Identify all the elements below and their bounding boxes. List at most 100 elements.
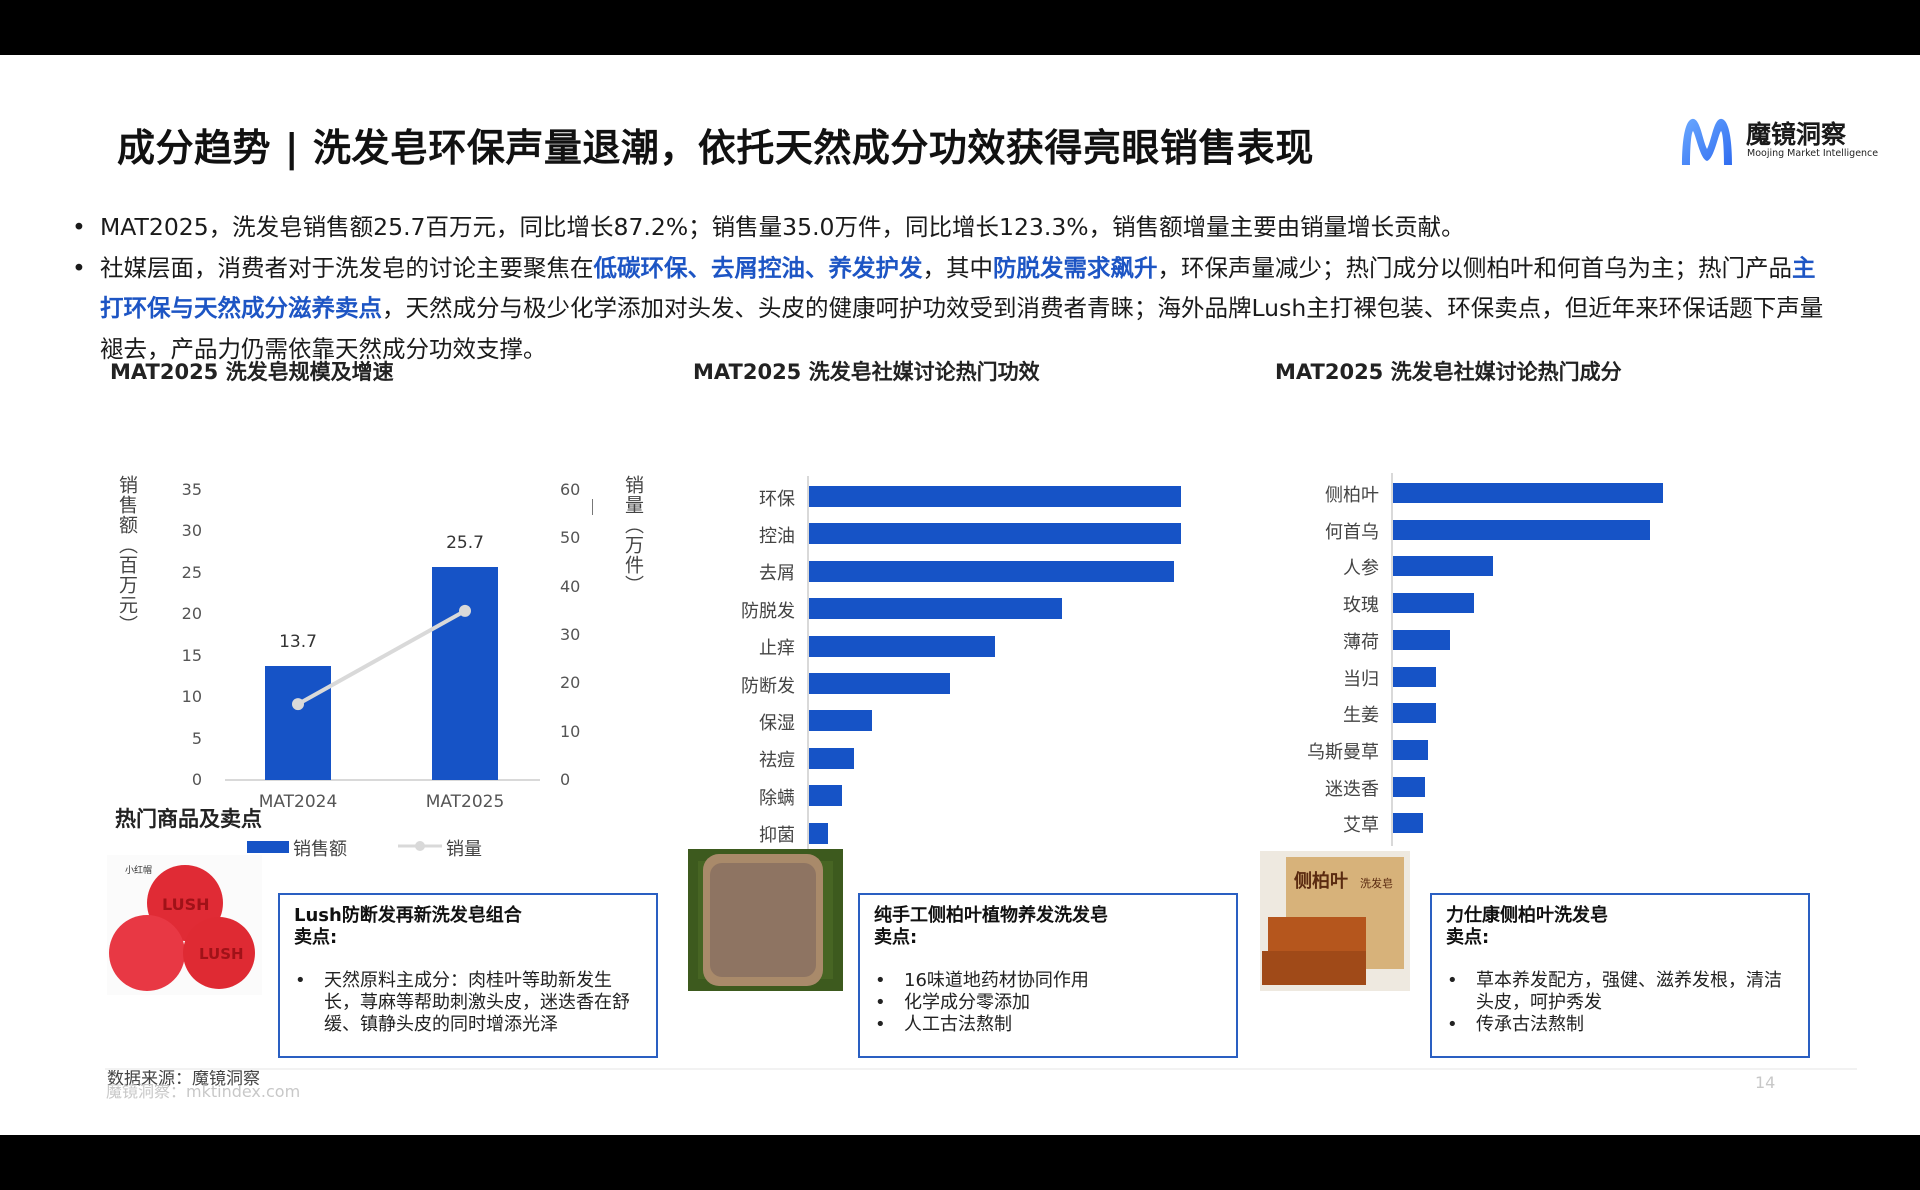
y-tick-left: 0 — [191, 770, 202, 789]
bar — [1393, 813, 1423, 834]
y-tick-right: 10 — [560, 721, 581, 741]
category-label: 薄荷 — [1343, 631, 1379, 653]
bullet-dot-icon: • — [875, 1014, 886, 1035]
bar — [809, 486, 1181, 507]
bar-sales — [265, 666, 331, 780]
chart-title-scale: MAT2025 洗发皂规模及增速 — [110, 360, 394, 384]
selling-point-text: 16味道地药材协同作用 — [904, 970, 1089, 991]
selling-point: • 16味道地药材协同作用 — [874, 970, 1222, 992]
ingredient-bar-chart: 侧柏叶 何首乌 人参 玫瑰 薄荷 当归 生姜 乌斯曼草 迷迭香 艾草 — [1280, 421, 1700, 846]
bar — [1393, 519, 1650, 540]
category-label: 生姜 — [1343, 705, 1379, 727]
category-label: 人参 — [1343, 558, 1379, 580]
category-label: 去屑 — [759, 563, 795, 585]
y-tick-right: 60 — [560, 480, 581, 499]
bar-sales — [432, 567, 498, 780]
product-card: 纯手工侧柏叶植物养发洗发皂 卖点: • 16味道地药材协同作用 • 化学成分零添加 … — [858, 893, 1238, 1058]
y-axis-line — [1391, 473, 1393, 846]
selling-point-text: 人工古法熬制 — [904, 1014, 1012, 1035]
x-category-label: MAT2024 — [258, 792, 338, 812]
selling-point: • 天然原料主成分：肉桂叶等助新发生长，荨麻等帮助刺激头皮，迷迭香在舒缓、镇静头皮… — [294, 970, 642, 1036]
svg-text:LUSH: LUSH — [162, 895, 210, 914]
category-label: 玫瑰 — [1343, 595, 1379, 617]
highlight-text: 防脱发需求飙升 — [993, 253, 1158, 282]
page-title: 成分趋势 | 洗发皂环保声量退潮，依托天然成分功效获得亮眼销售表现 — [117, 126, 1314, 170]
axis-marker — [592, 499, 593, 515]
lush-red-soap-bars-image: LUSH LUSH 小红帽 — [107, 855, 262, 995]
selling-point: • 传承古法熬制 — [1446, 1014, 1794, 1036]
footer-divider — [105, 1068, 1857, 1070]
product-selling-points-label: 卖点: — [1446, 927, 1490, 948]
selling-points-list: • 16味道地药材协同作用 • 化学成分零添加 • 人工古法熬制 — [874, 970, 1222, 1036]
product-card: Lush防断发再新洗发皂组合 卖点: • 天然原料主成分：肉桂叶等助新发生长，荨麻… — [278, 893, 658, 1058]
y-tick-right: 30 — [560, 625, 581, 644]
category-label: 当归 — [1343, 668, 1379, 690]
product-name: 力仕康侧柏叶洗发皂 — [1446, 905, 1608, 926]
bar — [809, 598, 1062, 620]
logo-en-text: Moojing Market Intelligence — [1747, 148, 1879, 159]
category-label: 抑菌 — [759, 825, 795, 847]
selling-points-list: • 草本养发配方，强健、滋养发根，清洁头皮，呵护秀发 • 传承古法熬制 — [1446, 970, 1794, 1036]
bullet-dot-icon: • — [72, 213, 86, 241]
bullet-text: 社媒层面，消费者对于洗发皂的讨论主要聚焦在 — [100, 253, 594, 282]
cebaiye-soap-box-image: 侧柏叶 洗发皂 — [1260, 851, 1415, 991]
selling-point: • 人工古法熬制 — [874, 1014, 1222, 1036]
chart-title-efficacy: MAT2025 洗发皂社媒讨论热门功效 — [693, 360, 1040, 384]
category-label: 止痒 — [759, 638, 795, 660]
handmade-brown-soap-on-grass-image — [688, 849, 843, 991]
bar — [1393, 556, 1493, 577]
efficacy-bar-chart: 环保 控油 去屑 防脱发 止痒 防断发 保湿 祛痘 除螨 抑菌 — [700, 423, 1200, 856]
bar — [1393, 703, 1437, 724]
legend-label-volume: 销量 — [446, 839, 482, 860]
summary-bullets: • MAT2025，洗发皂销售额25.7百万元，同比增长87.2%；销售量35.… — [70, 207, 1830, 369]
category-label: 防断发 — [741, 675, 795, 697]
y-tick-right: 20 — [560, 673, 581, 693]
y-axis-right-label: 销量（万件） — [622, 475, 644, 595]
bar — [1393, 483, 1663, 503]
y-tick-left: 5 — [191, 728, 202, 748]
x-category-label: MAT2025 — [425, 792, 505, 812]
product-name: Lush防断发再新洗发皂组合 — [294, 905, 522, 926]
legend-bar-swatch-icon — [247, 841, 289, 853]
y-axis-line — [807, 476, 809, 856]
category-label: 迷迭香 — [1325, 778, 1379, 800]
chart-title-ingredients: MAT2025 洗发皂社媒讨论热门成分 — [1275, 360, 1622, 384]
bar — [809, 822, 828, 844]
bar — [1393, 666, 1437, 687]
selling-point-text: 天然原料主成分：肉桂叶等助新发生长，荨麻等帮助刺激头皮，迷迭香在舒缓、镇静头皮的… — [324, 970, 630, 1035]
bullet-dot-icon: • — [875, 992, 886, 1013]
bar — [809, 747, 854, 769]
legend-line-swatch-icon — [398, 841, 442, 851]
x-axis-line — [225, 779, 540, 781]
product-selling-points-label: 卖点: — [294, 927, 338, 948]
bar — [809, 785, 843, 807]
category-label: 除螨 — [759, 787, 795, 809]
selling-point-text: 传承古法熬制 — [1476, 1014, 1584, 1035]
highlight-text: 主打环保与天然成分滋养卖点 — [100, 253, 1816, 323]
bar — [1393, 739, 1429, 760]
y-tick-right: 0 — [560, 770, 571, 789]
logo-cn-text: 魔镜洞察 — [1746, 120, 1847, 149]
selling-point-text: 草本养发配方，强健、滋养发根，清洁头皮，呵护秀发 — [1476, 970, 1782, 1013]
footer-text: 魔镜洞察：mktindex.com — [106, 1082, 301, 1101]
category-label: 保湿 — [759, 712, 795, 734]
scale-growth-chart: 销售额（百万元） 销量（万件） 35 30 25 20 15 10 5 0 60 50 40 30 2… — [110, 475, 670, 875]
product-selling-points-label: 卖点: — [874, 927, 918, 948]
selling-point-text: 化学成分零添加 — [904, 992, 1030, 1013]
y-tick-right: 40 — [560, 576, 581, 596]
product-card: 力仕康侧柏叶洗发皂 卖点: • 草本养发配方，强健、滋养发根，清洁头皮，呵护秀发 … — [1430, 893, 1810, 1058]
bullet-item: • MAT2025，洗发皂销售额25.7百万元，同比增长87.2%；销售量35.… — [70, 207, 1830, 248]
bar — [809, 635, 995, 657]
y-axis-left-label: 销售额（百万元） — [116, 475, 138, 635]
bar — [1393, 776, 1426, 797]
category-label: 乌斯曼草 — [1307, 741, 1379, 763]
bullet-text: ，环保声量减少；热门成分以侧柏叶和何首乌为主；热门产品 — [1157, 253, 1793, 282]
svg-text:LUSH: LUSH — [199, 945, 244, 963]
selling-point: • 草本养发配方，强健、滋养发根，清洁头皮，呵护秀发 — [1446, 970, 1794, 1014]
bar — [1393, 593, 1474, 614]
svg-text:洗发皂: 洗发皂 — [1360, 876, 1393, 890]
bullet-item: • 社媒层面，消费者对于洗发皂的讨论主要聚焦在低碳环保、去屑控油、养发护发，其中… — [70, 248, 1830, 370]
page-number: 14 — [1755, 1073, 1776, 1092]
category-label: 何首乌 — [1325, 521, 1379, 543]
y-tick-left: 10 — [181, 687, 202, 707]
